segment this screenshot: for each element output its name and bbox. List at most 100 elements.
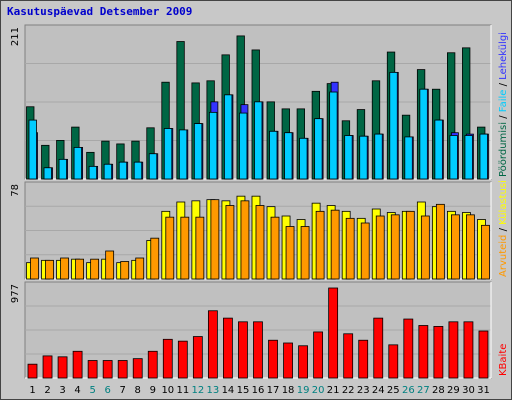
sites-bar [30, 257, 39, 280]
top-panel-legend-item: Faile [498, 90, 509, 113]
sites-bar [466, 214, 475, 280]
sites-bar [315, 210, 325, 280]
kbytes-bar [102, 360, 113, 379]
day-tick-label: 27 [417, 385, 430, 396]
kbytes-bar [42, 355, 53, 379]
files-bar [479, 133, 488, 180]
sites-bar [435, 203, 445, 280]
files-bar [359, 135, 368, 180]
day-tick-label: 26 [402, 385, 415, 396]
day-tick-label: 1 [29, 385, 35, 396]
sites-bar [285, 226, 295, 280]
chart-title: Kasutuspäevad Detsember 2009 [7, 5, 193, 18]
sites-bar [75, 258, 84, 280]
files-bar [419, 88, 428, 180]
sites-bar [150, 237, 160, 280]
sites-bar [45, 259, 54, 280]
kbytes-bar [283, 342, 293, 379]
day-tick-label: 23 [357, 385, 370, 396]
kbytes-bar [177, 340, 188, 379]
files-bar [58, 158, 67, 180]
files-bar [103, 163, 113, 180]
kbytes-bar [147, 350, 158, 379]
sites-bar [210, 199, 220, 280]
middle-panel-legend: Arvuteid / Külastusi [498, 180, 509, 277]
kbytes-bar [313, 331, 324, 379]
middle-panel-legend-item: Külastusi [498, 180, 509, 225]
files-bar [434, 119, 443, 180]
files-bar [178, 129, 188, 180]
kbytes-bar [192, 336, 203, 379]
sites-bar [105, 250, 115, 280]
day-tick-label: 24 [372, 385, 385, 396]
top-panel-max-label: 211 [10, 27, 21, 46]
files-bar [389, 71, 398, 180]
files-bar [148, 153, 158, 180]
day-tick-label: 5 [89, 385, 95, 396]
sites-bar [420, 215, 430, 280]
top-panel-legend-separator: / [498, 112, 509, 122]
kbytes-bar [253, 321, 263, 379]
top-panel-legend-item: Pöördumisi [498, 122, 509, 177]
files-bar [314, 118, 323, 180]
kbytes-bar [117, 360, 128, 379]
sites-bar [60, 257, 69, 280]
day-tick-label: 4 [74, 385, 80, 396]
sites-bar [180, 216, 190, 280]
files-bar [28, 119, 37, 180]
day-tick-label: 8 [135, 385, 141, 396]
files-bar [43, 167, 52, 180]
files-bar [163, 128, 173, 180]
top-panel-legend-item: Lehekülgi [498, 32, 509, 80]
day-tick-label: 14 [222, 385, 235, 396]
files-bar [208, 111, 218, 180]
kbytes-bar [162, 338, 173, 379]
sites-bar [120, 261, 130, 280]
day-tick-label: 11 [176, 385, 189, 396]
kbytes-bar [27, 363, 38, 379]
day-tick-label: 19 [297, 385, 310, 396]
sites-bar [270, 216, 280, 280]
day-tick-label: 15 [237, 385, 250, 396]
sites-bar [135, 257, 145, 280]
sites-bar [405, 210, 415, 280]
files-bar [329, 91, 338, 180]
day-tick-label: 20 [312, 385, 325, 396]
middle-panel-legend-separator: / [498, 225, 509, 235]
files-bar [299, 137, 308, 180]
files-bar [224, 94, 233, 180]
kbytes-bar [433, 326, 444, 379]
top-panel-legend: Pöördumisi / Faile / Lehekülgi [498, 32, 509, 177]
kbytes-bar [403, 318, 414, 379]
bottom-panel-max-label: 977 [10, 284, 21, 303]
files-bar [344, 135, 353, 180]
sites-bar [300, 226, 310, 280]
middle-panel-max-label: 78 [10, 184, 21, 197]
day-tick-label: 17 [267, 385, 280, 396]
day-tick-label: 12 [192, 385, 205, 396]
sites-bar [225, 205, 235, 280]
files-bar [254, 101, 263, 180]
kbytes-bar [223, 317, 233, 379]
middle-panel-legend-item: Arvuteid [498, 235, 509, 277]
kbytes-bar [478, 330, 489, 379]
files-bar [133, 161, 143, 180]
kbytes-bar [373, 317, 384, 379]
sites-bar [195, 216, 205, 280]
files-bar [449, 135, 458, 180]
kbytes-bar [388, 344, 399, 379]
sites-bar [90, 258, 100, 280]
kbytes-bar [463, 321, 474, 379]
bottom-panel-legend: KBaite [498, 344, 509, 376]
sites-bar [360, 222, 370, 280]
kbytes-bar [72, 350, 83, 379]
sites-bar [240, 200, 250, 280]
day-tick-label: 6 [104, 385, 110, 396]
sites-bar [345, 217, 355, 280]
kbytes-bar [448, 321, 459, 379]
bottom-panel-legend-item: KBaite [498, 344, 509, 376]
files-bar [374, 133, 383, 180]
files-bar [193, 123, 203, 180]
